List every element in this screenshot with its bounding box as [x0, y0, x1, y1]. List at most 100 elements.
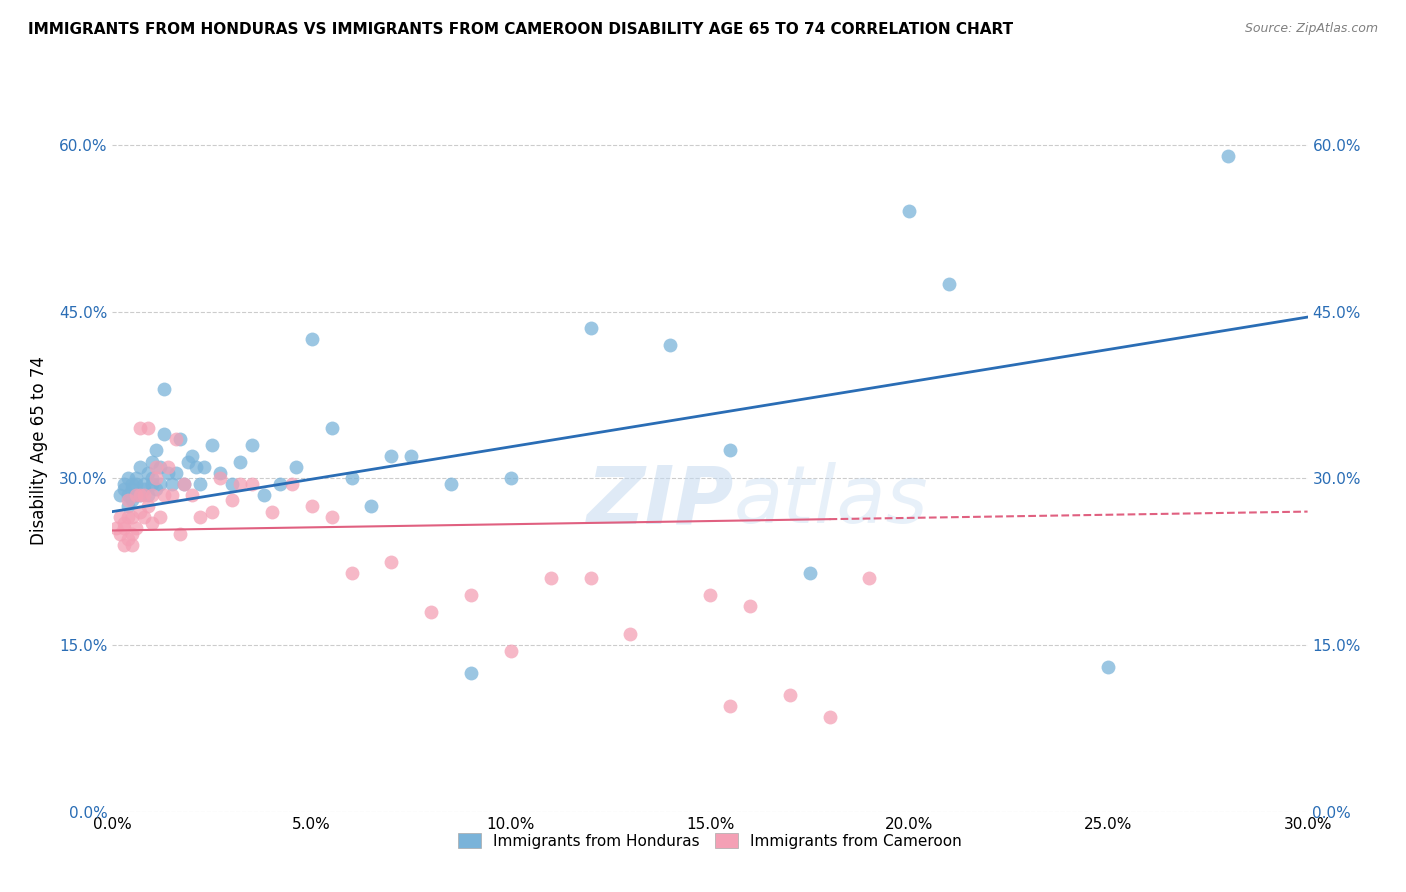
Point: [117, 499, 139, 513]
Point: [149, 476, 172, 491]
Point: [321, 510, 343, 524]
Point: [141, 488, 163, 502]
Point: [117, 510, 139, 524]
Point: [499, 643, 522, 657]
Point: [420, 605, 443, 619]
Point: [129, 505, 152, 519]
Point: [201, 505, 224, 519]
Point: [209, 466, 232, 480]
Legend: Immigrants from Honduras, Immigrants from Cameroon: Immigrants from Honduras, Immigrants fro…: [451, 827, 969, 855]
Point: [114, 521, 135, 535]
Point: [117, 493, 139, 508]
Point: [380, 449, 402, 463]
Point: [121, 538, 143, 552]
Point: [321, 421, 343, 435]
Point: [201, 438, 224, 452]
Point: [240, 438, 263, 452]
Point: [1216, 149, 1239, 163]
Point: [858, 571, 880, 585]
Point: [260, 505, 283, 519]
Point: [138, 488, 160, 502]
Point: [699, 588, 721, 602]
Point: [165, 466, 187, 480]
Point: [173, 476, 195, 491]
Point: [129, 488, 152, 502]
Point: [193, 460, 215, 475]
Point: [110, 510, 132, 524]
Point: [134, 488, 156, 502]
Point: [153, 426, 176, 441]
Point: [718, 443, 741, 458]
Point: [149, 510, 172, 524]
Point: [141, 516, 163, 530]
Point: [125, 476, 148, 491]
Point: [169, 526, 191, 541]
Point: [134, 476, 156, 491]
Point: [269, 476, 291, 491]
Point: [125, 521, 148, 535]
Point: [117, 533, 139, 547]
Point: [898, 204, 921, 219]
Point: [1097, 660, 1119, 674]
Point: [157, 460, 180, 475]
Point: [209, 471, 232, 485]
Point: [579, 321, 602, 335]
Point: [157, 466, 180, 480]
Point: [540, 571, 562, 585]
Point: [229, 476, 252, 491]
Point: [188, 510, 211, 524]
Point: [117, 488, 139, 502]
Point: [177, 454, 200, 468]
Point: [114, 538, 135, 552]
Point: [253, 488, 276, 502]
Point: [440, 476, 463, 491]
Point: [149, 460, 172, 475]
Point: [129, 421, 152, 435]
Point: [145, 443, 167, 458]
Point: [121, 510, 143, 524]
Point: [162, 476, 183, 491]
Point: [138, 466, 160, 480]
Point: [169, 433, 191, 447]
Point: [145, 460, 167, 475]
Point: [153, 488, 176, 502]
Point: [718, 699, 741, 714]
Point: [114, 483, 135, 497]
Point: [401, 449, 423, 463]
Point: [121, 483, 143, 497]
Point: [162, 488, 183, 502]
Point: [240, 476, 263, 491]
Point: [799, 566, 821, 580]
Point: [284, 460, 307, 475]
Point: [738, 599, 761, 613]
Point: [141, 476, 163, 491]
Text: atlas: atlas: [734, 462, 929, 540]
Point: [818, 710, 841, 724]
Point: [221, 476, 243, 491]
Point: [460, 665, 482, 680]
Point: [138, 421, 160, 435]
Point: [181, 488, 204, 502]
Point: [129, 488, 152, 502]
Point: [121, 476, 143, 491]
Point: [141, 471, 163, 485]
Point: [145, 483, 167, 497]
Point: [181, 449, 204, 463]
Text: ZIP: ZIP: [586, 462, 734, 540]
Point: [110, 488, 132, 502]
Point: [579, 571, 602, 585]
Point: [229, 454, 252, 468]
Point: [221, 493, 243, 508]
Point: [134, 510, 156, 524]
Point: [153, 382, 176, 396]
Point: [138, 499, 160, 513]
Point: [659, 338, 682, 352]
Point: [125, 488, 148, 502]
Text: IMMIGRANTS FROM HONDURAS VS IMMIGRANTS FROM CAMEROON DISABILITY AGE 65 TO 74 COR: IMMIGRANTS FROM HONDURAS VS IMMIGRANTS F…: [28, 22, 1014, 37]
Point: [121, 526, 143, 541]
Point: [125, 471, 148, 485]
Point: [360, 499, 382, 513]
Point: [105, 521, 128, 535]
Point: [117, 471, 139, 485]
Point: [173, 476, 195, 491]
